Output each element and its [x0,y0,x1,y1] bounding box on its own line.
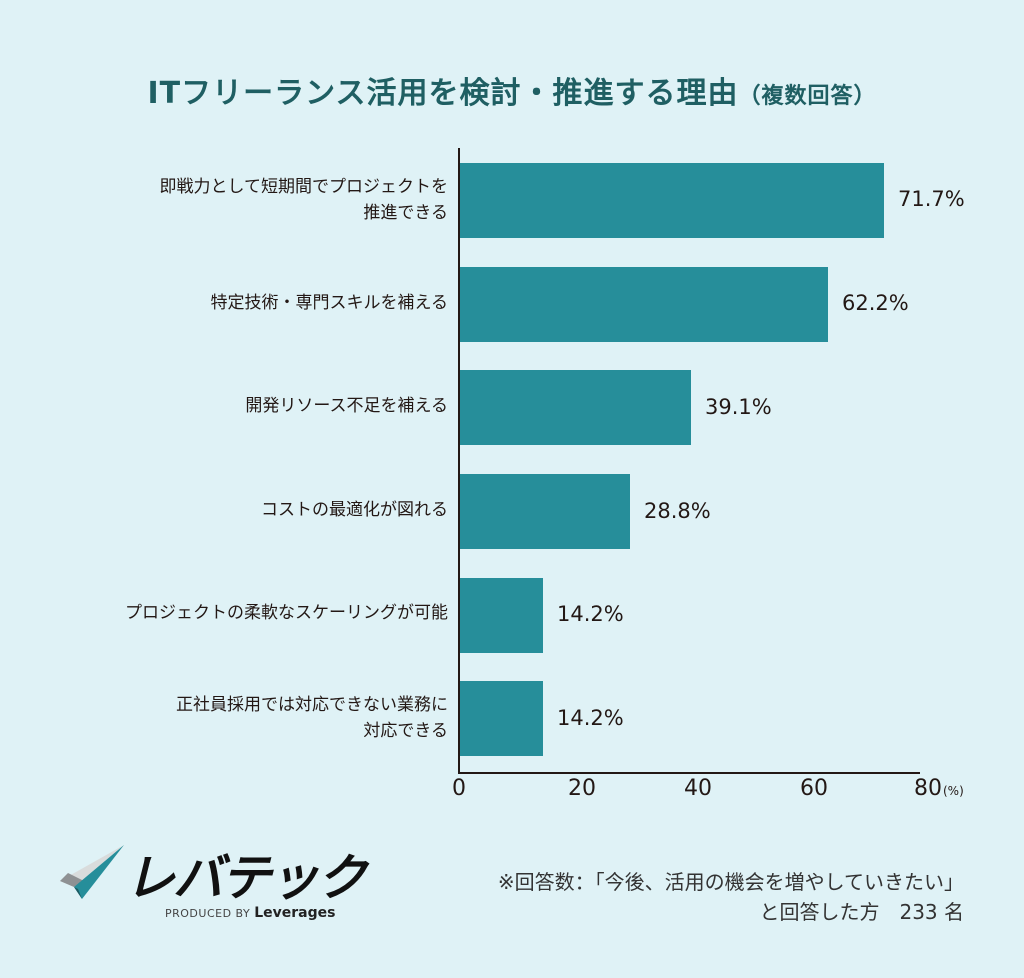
bar [460,370,691,445]
bar-value: 14.2% [557,602,624,626]
bar-value: 28.8% [644,499,711,523]
chart-title: ITフリーランス活用を検討・推進する理由（複数回答） [0,68,1024,112]
x-axis-line [458,772,920,774]
x-axis-unit: (%) [943,784,964,798]
y-axis-line [458,148,460,774]
bar [460,474,630,549]
bar [460,681,543,756]
bar-label: 開発リソース不足を補える [245,396,448,416]
bar-value: 39.1% [705,395,772,419]
title-main: ITフリーランス活用を検討・推進する理由 [147,76,739,111]
produced-by: PRODUCED BY Leverages [165,905,336,921]
bar-label: 正社員採用では対応できない業務に 対応できる [176,695,448,741]
bar [460,578,543,653]
title-sub: （複数回答） [738,84,877,109]
bar-label: 特定技術・専門スキルを補える [210,293,449,313]
levtech-logo-icon [60,845,124,899]
x-tick: 0 [452,776,466,801]
bar [460,163,884,238]
bar-label: コストの最適化が図れる [261,500,448,520]
bar-label: 即戦力として短期間でプロジェクトを 推進できる [159,177,449,223]
bar-value: 71.7% [898,187,965,211]
bar-label: プロジェクトの柔軟なスケーリングが可能 [125,603,448,623]
x-tick: 80 [914,776,942,801]
footnote-line2: と回答した方 233 名 [759,900,964,924]
x-tick: 60 [800,776,828,801]
footnote-line1: ※回答数：「今後、活用の機会を増やしていきたい」 [497,870,964,894]
x-tick: 40 [684,776,712,801]
bar-value: 62.2% [842,291,909,315]
bar-value: 14.2% [557,706,624,730]
bar [460,267,828,342]
brand-name: レバテック [125,849,367,907]
x-tick: 20 [568,776,596,801]
